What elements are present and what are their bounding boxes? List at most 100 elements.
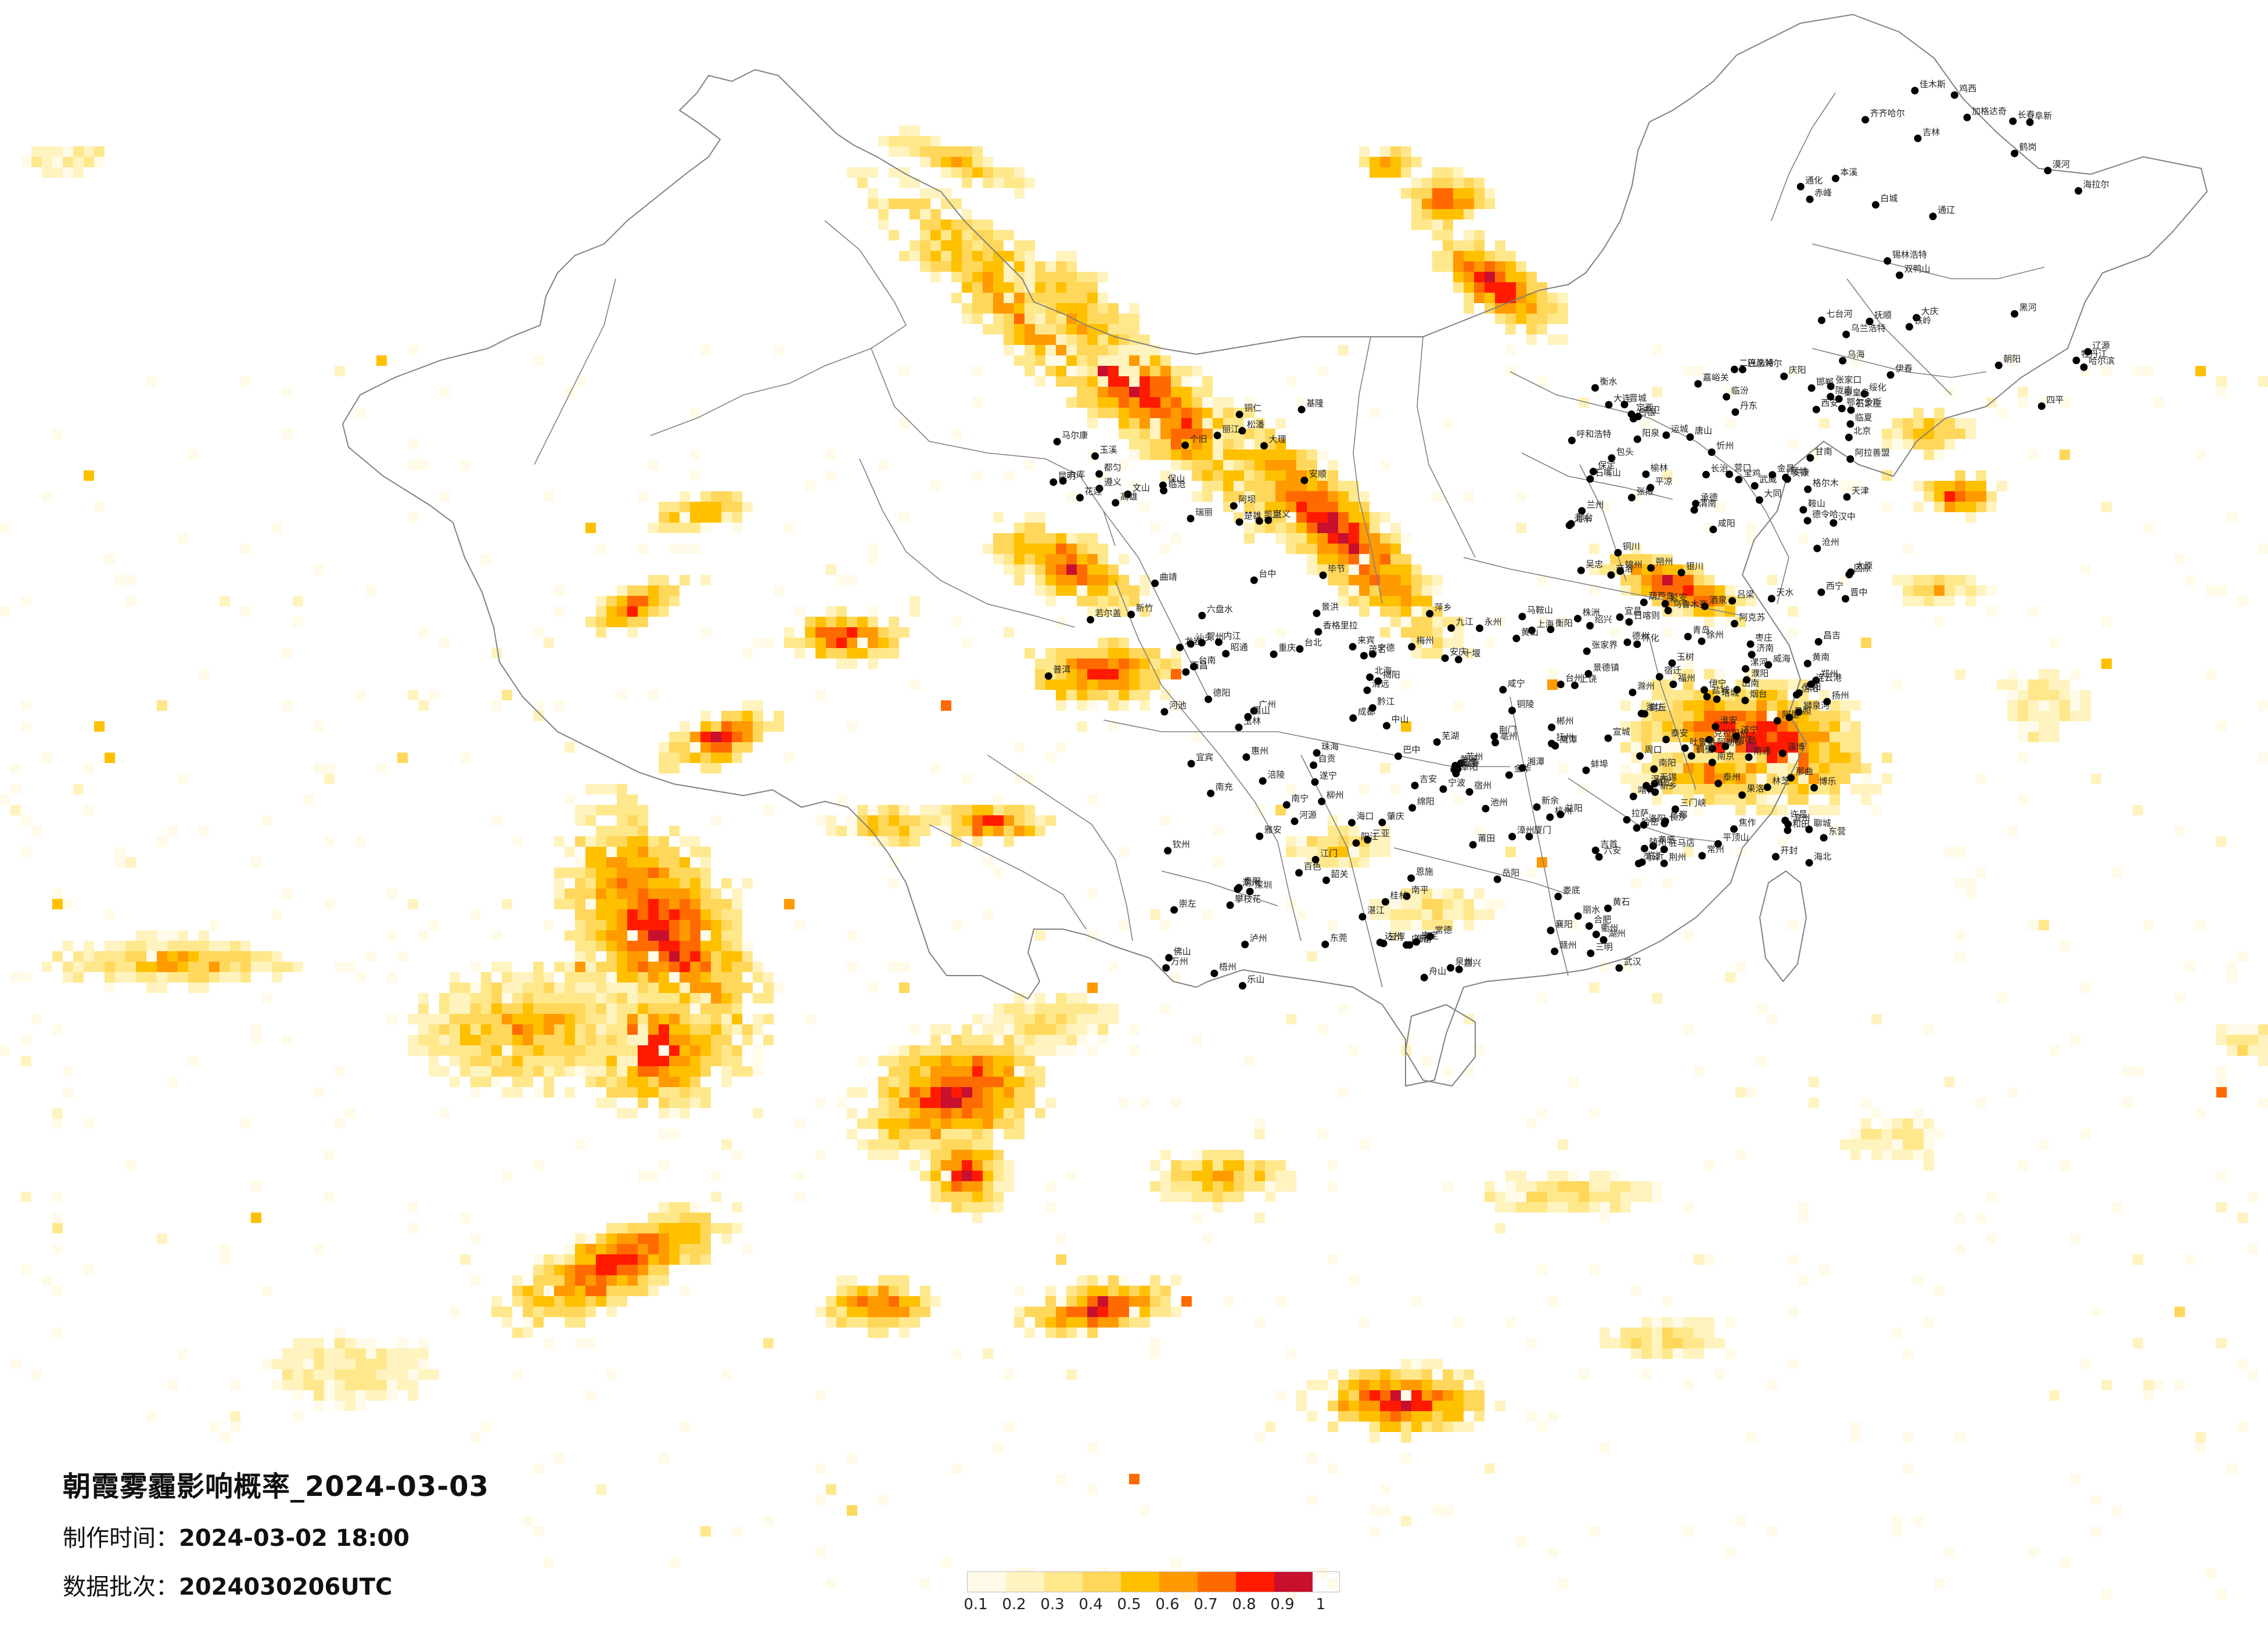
haze-speck <box>502 899 512 909</box>
haze-cell <box>1317 491 1328 502</box>
haze-speck <box>42 491 52 502</box>
haze-cell <box>1035 376 1045 387</box>
haze-cell <box>606 888 617 899</box>
haze-cell <box>1213 460 1223 470</box>
haze-cell <box>648 1056 659 1066</box>
haze-cell <box>1077 397 1087 408</box>
haze-cell <box>1108 1307 1119 1317</box>
haze-cell <box>617 857 627 868</box>
haze-cell <box>460 1014 470 1024</box>
haze-cell <box>889 1077 899 1087</box>
haze-cell <box>910 1098 920 1108</box>
haze-speck <box>669 1557 680 1568</box>
haze-speck <box>1244 397 1255 408</box>
haze-cell <box>1359 512 1370 523</box>
haze-speck <box>282 429 293 439</box>
haze-cell <box>700 993 711 1003</box>
haze-cell <box>1140 334 1150 345</box>
haze-speck <box>2122 1098 2133 1108</box>
haze-speck <box>585 1233 596 1244</box>
haze-cell <box>1056 1024 1066 1035</box>
haze-cell <box>930 230 941 240</box>
city-label: 池州 <box>1490 797 1508 808</box>
city-label: 临沂 <box>1647 851 1664 861</box>
haze-cell <box>889 1118 899 1129</box>
city-dot <box>1806 195 1814 203</box>
haze-cell <box>899 1118 910 1129</box>
haze-cell <box>680 1108 690 1118</box>
haze-cell <box>690 1066 700 1077</box>
haze-cell <box>1317 836 1328 847</box>
haze-cell <box>1045 554 1056 564</box>
haze-cell <box>1077 303 1087 314</box>
city-marker: 大庆 <box>1913 306 1939 322</box>
haze-cell <box>606 1244 617 1254</box>
haze-cell <box>596 784 606 794</box>
city-dot <box>1731 408 1739 416</box>
haze-cell <box>941 1192 951 1202</box>
haze-cell <box>993 240 1004 251</box>
haze-cell <box>795 638 805 648</box>
city-marker: 阿克苏 <box>1730 612 1765 628</box>
haze-cell <box>1526 1192 1537 1202</box>
city-dot <box>1730 825 1738 833</box>
haze-cell <box>1579 1202 1589 1213</box>
haze-cell <box>1673 1338 1683 1348</box>
haze-cell <box>951 220 962 230</box>
haze-cell <box>293 1348 303 1359</box>
haze-cell <box>1620 1181 1631 1192</box>
haze-cell <box>1119 638 1129 648</box>
haze-cell <box>951 1108 962 1118</box>
city-dot <box>1843 493 1851 501</box>
haze-cell <box>1004 167 1014 178</box>
haze-cell <box>972 826 983 836</box>
city-label: 巴彦淖尔 <box>1747 358 1782 368</box>
haze-cell <box>868 1139 878 1150</box>
haze-speck <box>2018 387 2028 397</box>
haze-speck <box>240 376 251 387</box>
haze-cell <box>983 544 993 554</box>
city-marker: 张家口 <box>1827 375 1861 390</box>
haze-speck <box>2248 1244 2258 1254</box>
haze-cell <box>993 805 1004 815</box>
haze-speck <box>1965 878 1976 888</box>
city-dot <box>1441 654 1449 662</box>
haze-cell <box>523 1286 533 1296</box>
haze-speck <box>847 815 857 826</box>
haze-cell <box>638 941 648 951</box>
haze-cell <box>1485 293 1495 303</box>
haze-speck <box>52 1118 63 1129</box>
haze-cell <box>1025 293 1035 303</box>
haze-cell <box>1014 523 1025 533</box>
haze-speck <box>2028 920 2039 930</box>
haze-cell <box>1045 1317 1056 1328</box>
haze-cell <box>732 920 742 930</box>
province-border <box>1811 243 2045 279</box>
city-marker: 滁州 <box>1629 681 1655 696</box>
haze-cell <box>2059 711 2070 721</box>
city-label: 金昌 <box>1777 463 1795 474</box>
haze-speck <box>826 1578 836 1589</box>
haze-cell <box>606 1265 617 1275</box>
haze-cell <box>397 1348 408 1359</box>
haze-cell <box>972 836 983 847</box>
city-dot <box>1703 693 1711 701</box>
haze-cell <box>1422 920 1432 930</box>
city-dot <box>1698 852 1706 860</box>
haze-cell <box>1505 314 1516 324</box>
haze-cell <box>1244 460 1255 470</box>
haze-cell <box>31 146 42 157</box>
haze-cell <box>826 617 836 627</box>
haze-cell <box>1464 261 1474 272</box>
haze-speck <box>1589 585 1600 596</box>
haze-cell <box>659 909 669 920</box>
haze-cell <box>962 240 972 251</box>
haze-cell <box>648 585 659 596</box>
haze-cell <box>993 1118 1004 1129</box>
haze-cell <box>1025 324 1035 334</box>
haze-cell <box>1275 439 1286 449</box>
haze-speck <box>638 544 648 554</box>
haze-cell <box>293 1359 303 1369</box>
haze-cell <box>930 805 941 815</box>
city-label: 商洛 <box>1616 563 1633 574</box>
